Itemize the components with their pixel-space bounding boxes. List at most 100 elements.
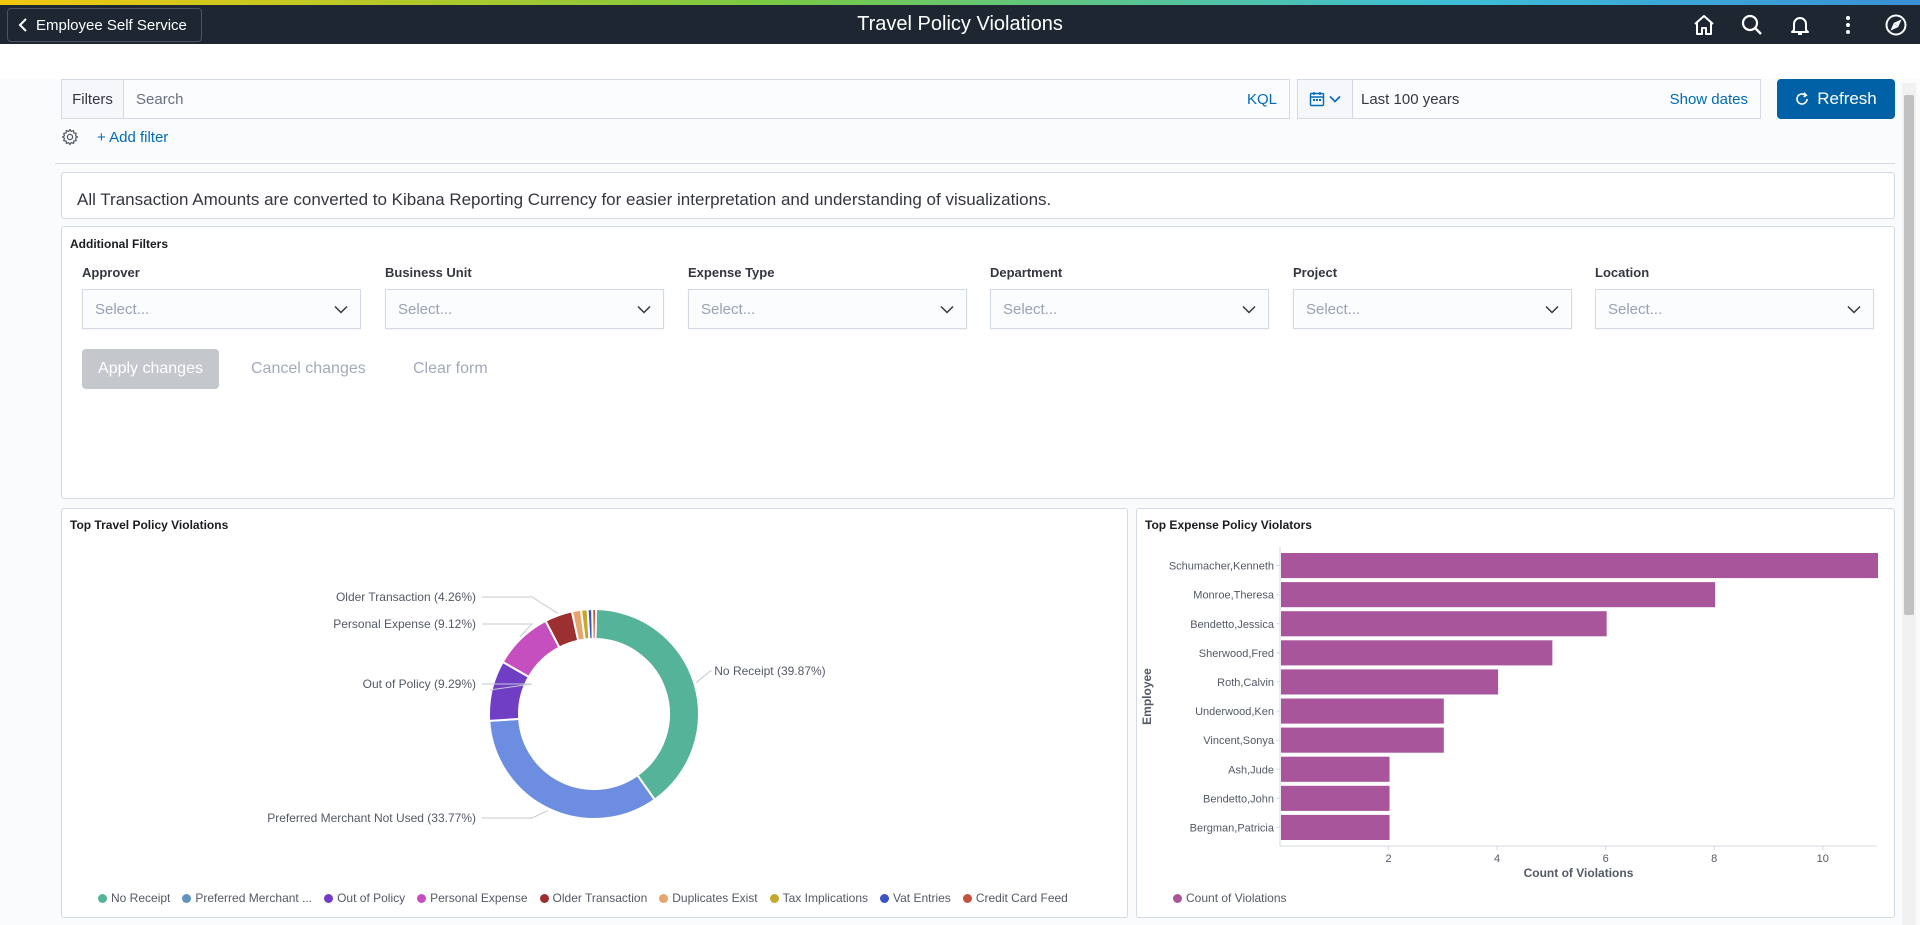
y-tick-label: Monroe,Theresa — [1193, 590, 1275, 602]
legend-item[interactable]: Tax Implications — [769, 891, 868, 905]
home-icon[interactable] — [1680, 5, 1728, 44]
bar[interactable] — [1281, 582, 1716, 608]
legend-dot — [182, 893, 192, 903]
location-select[interactable]: Select... — [1595, 289, 1874, 329]
legend-dot — [1173, 893, 1182, 903]
chevron-down-icon — [940, 305, 954, 314]
x-tick-label: 6 — [1603, 853, 1609, 865]
scrollbar-thumb[interactable] — [1904, 95, 1914, 615]
legend-item[interactable]: Credit Card Feed — [962, 891, 1068, 905]
business-unit-select[interactable]: Select... — [385, 289, 664, 329]
approver-select[interactable]: Select... — [82, 289, 361, 329]
quick-date-menu-button[interactable] — [1298, 80, 1353, 118]
apply-changes-button[interactable]: Apply changes — [82, 349, 219, 389]
donut-slice[interactable] — [488, 717, 657, 820]
travel-violations-panel: Top Travel Policy Violations — [61, 508, 1128, 918]
legend-dot — [962, 893, 972, 903]
department-control: Department Select... — [990, 265, 1269, 329]
control-label: Project — [1293, 265, 1338, 280]
donut-label-line — [482, 596, 559, 614]
search-input[interactable] — [124, 80, 1235, 118]
legend-dot — [659, 893, 669, 903]
compass-icon[interactable] — [1872, 5, 1920, 44]
more-vertical-icon[interactable] — [1824, 5, 1872, 44]
query-bar: Filters KQL — [61, 79, 1290, 119]
donut-slice[interactable] — [594, 607, 700, 802]
legend-item[interactable]: No Receipt — [98, 891, 170, 905]
expense-type-select[interactable]: Select... — [688, 289, 967, 329]
legend-label: Personal Expense — [430, 891, 528, 905]
gear-icon[interactable] — [61, 128, 79, 146]
bar[interactable] — [1281, 727, 1444, 753]
chevron-down-icon — [1847, 305, 1861, 314]
business-unit-control: Business Unit Select... — [385, 265, 664, 329]
show-dates-link[interactable]: Show dates — [1669, 90, 1748, 108]
add-filter-button[interactable]: + Add filter — [97, 128, 169, 146]
legend-item[interactable]: Vat Entries — [880, 891, 951, 905]
date-range-text[interactable]: Last 100 years — [1361, 90, 1460, 108]
legend-item[interactable]: Duplicates Exist — [659, 891, 758, 905]
legend-item[interactable]: Count of Violations — [1173, 891, 1287, 905]
donut-legend: No Receipt Preferred Merchant ... Out of P… — [98, 891, 1068, 905]
bar[interactable] — [1281, 611, 1607, 637]
bar[interactable] — [1281, 756, 1390, 782]
cancel-changes-button[interactable]: Cancel changes — [251, 360, 366, 377]
legend-label: Preferred Merchant ... — [195, 891, 313, 905]
legend-item[interactable]: Preferred Merchant ... — [182, 891, 312, 905]
legend-label: Vat Entries — [893, 891, 951, 905]
bar[interactable] — [1281, 640, 1553, 666]
filter-row: + Add filter — [61, 128, 168, 146]
legend-item[interactable]: Out of Policy — [324, 891, 405, 905]
donut-slice[interactable] — [591, 608, 598, 641]
y-tick-label: Ash,Jude — [1228, 764, 1274, 776]
additional-filters-panel: Additional Filters — [61, 226, 1895, 499]
location-control: Location Select... — [1595, 265, 1874, 329]
bar[interactable] — [1281, 553, 1878, 579]
select-placeholder: Select... — [398, 300, 453, 318]
select-placeholder: Select... — [1306, 300, 1361, 318]
legend-item[interactable]: Older Transaction — [539, 891, 648, 905]
refresh-icon — [1796, 92, 1809, 105]
project-select[interactable]: Select... — [1293, 289, 1572, 329]
bell-icon[interactable] — [1776, 5, 1824, 44]
control-label: Location — [1595, 265, 1650, 280]
donut-slice-label: Older Transaction (4.26%) — [336, 590, 476, 604]
bar[interactable] — [1281, 814, 1390, 840]
legend-dot — [880, 893, 889, 903]
legend-dot — [98, 893, 107, 903]
select-placeholder: Select... — [701, 300, 756, 318]
top-bar: Employee Self Service Travel Policy Viol… — [0, 5, 1920, 44]
bar[interactable] — [1281, 785, 1390, 811]
back-button[interactable]: Employee Self Service — [7, 8, 202, 42]
control-label: Expense Type — [688, 265, 775, 280]
info-panel: All Transaction Amounts are converted to… — [61, 172, 1895, 219]
date-picker: Last 100 years Show dates — [1297, 79, 1761, 119]
chevron-down-icon — [334, 305, 348, 314]
y-tick-label: Roth,Calvin — [1217, 677, 1274, 689]
x-tick-label: 2 — [1385, 853, 1391, 865]
back-button-label: Employee Self Service — [36, 16, 187, 34]
chevron-down-icon — [637, 305, 651, 314]
bar-chart: Schumacher,Kenneth Monroe,Theresa Bendetto… — [1140, 547, 1878, 880]
legend-dot — [539, 893, 549, 903]
expense-violators-title: Top Expense Policy Violators — [1145, 518, 1312, 532]
info-text: All Transaction Amounts are converted to… — [77, 190, 1052, 209]
chevron-left-icon — [18, 18, 27, 32]
kql-button[interactable]: KQL — [1246, 90, 1277, 108]
search-icon[interactable] — [1728, 5, 1776, 44]
clear-form-button[interactable]: Clear form — [413, 360, 488, 377]
control-label: Department — [990, 265, 1063, 280]
travel-violations-title: Top Travel Policy Violations — [70, 518, 229, 532]
donut-label-line — [482, 683, 533, 691]
refresh-button[interactable]: Refresh — [1777, 79, 1895, 119]
filters-label[interactable]: Filters — [62, 80, 124, 118]
project-control: Project Select... — [1293, 265, 1572, 329]
approver-control: Approver Select... — [82, 265, 361, 329]
legend-item[interactable]: Personal Expense — [417, 891, 528, 905]
bar[interactable] — [1281, 698, 1444, 724]
bar[interactable] — [1281, 669, 1499, 695]
legend-label: Older Transaction — [552, 891, 648, 905]
control-label: Approver — [82, 265, 140, 280]
department-select[interactable]: Select... — [990, 289, 1269, 329]
select-placeholder: Select... — [1003, 300, 1058, 318]
